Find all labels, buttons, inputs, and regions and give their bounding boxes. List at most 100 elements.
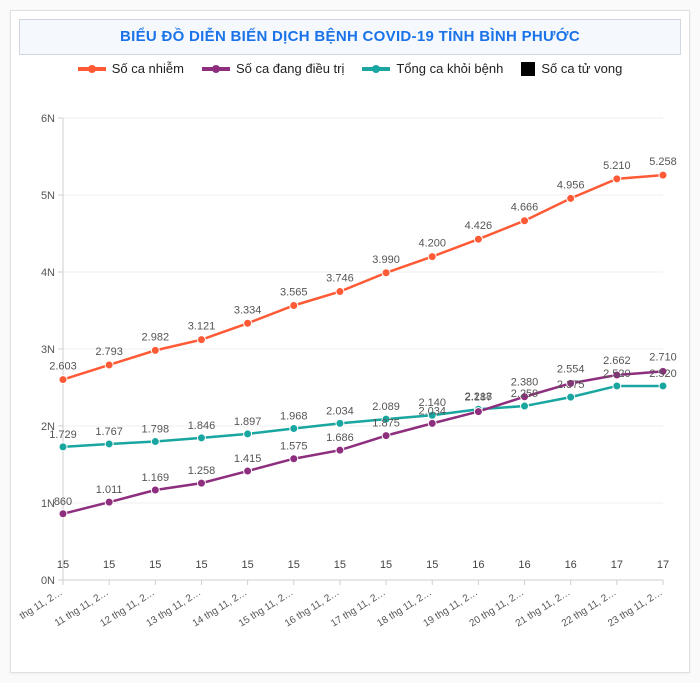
series-point-recovered — [197, 434, 205, 442]
point-label-recovered: 1.798 — [142, 424, 170, 436]
legend-label: Tổng ca khỏi bệnh — [396, 61, 503, 76]
series-point-infected — [244, 319, 252, 327]
deaths-value: 15 — [241, 559, 253, 571]
chart-svg: 0N1N2N3N4N5N6N15151515151515151516161617… — [19, 78, 681, 668]
deaths-value: 15 — [334, 559, 346, 571]
legend-item-deaths[interactable]: Số ca tử vong — [521, 61, 622, 76]
point-label-recovered: 1.897 — [234, 416, 262, 428]
chart-title: BIỂU ĐỒ DIỄN BIẾN DỊCH BỆNH COVID-19 TỈN… — [120, 28, 580, 45]
series-point-recovered — [244, 430, 252, 438]
point-label-treating: 1.169 — [142, 472, 170, 484]
point-label-recovered: 2.034 — [326, 405, 354, 417]
legend-label: Số ca đang điều trị — [236, 61, 344, 76]
deaths-value: 15 — [57, 559, 69, 571]
series-point-treating — [105, 498, 113, 506]
series-point-infected — [382, 269, 390, 277]
series-point-infected — [521, 217, 529, 225]
point-label-treating: 1.686 — [326, 432, 354, 444]
point-label-infected: 3.990 — [372, 254, 400, 266]
legend-swatch — [202, 67, 230, 71]
point-label-infected: 5.210 — [603, 160, 631, 172]
point-label-treating: 860 — [54, 496, 72, 508]
series-point-infected — [428, 253, 436, 261]
deaths-value: 17 — [611, 559, 623, 571]
series-point-treating — [474, 408, 482, 416]
deaths-value: 15 — [195, 559, 207, 571]
deaths-value: 15 — [426, 559, 438, 571]
point-label-recovered: 2.520 — [649, 368, 677, 380]
series-point-recovered — [290, 424, 298, 432]
series-point-treating — [59, 510, 67, 518]
series-point-infected — [474, 235, 482, 243]
series-point-recovered — [336, 419, 344, 427]
series-point-infected — [151, 346, 159, 354]
svg-text:6N: 6N — [41, 113, 55, 125]
point-label-recovered: 2.520 — [603, 368, 631, 380]
legend-item-treating[interactable]: Số ca đang điều trị — [202, 61, 344, 76]
deaths-value: 17 — [657, 559, 669, 571]
point-label-infected: 4.426 — [465, 220, 493, 232]
series-point-treating — [336, 446, 344, 454]
deaths-value: 15 — [288, 559, 300, 571]
point-label-infected: 2.793 — [95, 346, 123, 358]
legend-label: Số ca nhiễm — [112, 61, 184, 76]
point-label-treating: 1.258 — [188, 465, 216, 477]
series-point-infected — [197, 336, 205, 344]
legend-swatch — [78, 67, 106, 71]
point-label-infected: 3.565 — [280, 286, 308, 298]
legend-swatch — [362, 67, 390, 71]
point-label-recovered: 1.968 — [280, 410, 308, 422]
series-point-infected — [613, 175, 621, 183]
legend-label: Số ca tử vong — [541, 61, 622, 76]
point-label-infected: 3.746 — [326, 273, 354, 285]
point-label-recovered: 2.089 — [372, 401, 400, 413]
deaths-value: 15 — [103, 559, 115, 571]
series-point-infected — [105, 361, 113, 369]
series-point-infected — [336, 288, 344, 296]
deaths-value: 15 — [380, 559, 392, 571]
series-point-infected — [290, 301, 298, 309]
point-label-infected: 2.603 — [49, 361, 77, 373]
point-label-recovered: 1.729 — [49, 429, 77, 441]
series-point-recovered — [151, 438, 159, 446]
point-label-infected: 2.982 — [142, 331, 170, 343]
series-point-treating — [244, 467, 252, 475]
point-label-treating: 1.415 — [234, 453, 262, 465]
deaths-value: 16 — [565, 559, 577, 571]
point-label-treating: 2.710 — [649, 351, 677, 363]
point-label-infected: 3.334 — [234, 304, 262, 316]
series-point-recovered — [59, 443, 67, 451]
point-label-treating: 2.554 — [557, 363, 585, 375]
point-label-recovered: 2.259 — [511, 388, 539, 400]
series-point-recovered — [105, 440, 113, 448]
point-label-recovered: 1.846 — [188, 420, 216, 432]
point-label-infected: 4.200 — [418, 238, 446, 250]
point-label-infected: 4.666 — [511, 202, 539, 214]
series-point-treating — [382, 432, 390, 440]
point-label-infected: 4.956 — [557, 179, 585, 191]
legend-swatch — [521, 62, 535, 76]
series-point-treating — [428, 419, 436, 427]
chart-title-box: BIỂU ĐỒ DIỄN BIẾN DỊCH BỆNH COVID-19 TỈN… — [19, 19, 681, 55]
series-point-treating — [290, 455, 298, 463]
legend-item-recovered[interactable]: Tổng ca khỏi bệnh — [362, 61, 503, 76]
deaths-value: 15 — [149, 559, 161, 571]
series-point-infected — [567, 194, 575, 202]
chart-legend: Số ca nhiễm Số ca đang điều trị Tổng ca kh… — [19, 61, 681, 76]
series-point-recovered — [567, 393, 575, 401]
deaths-value: 16 — [518, 559, 530, 571]
svg-text:4N: 4N — [41, 267, 55, 279]
chart-card: BIỂU ĐỒ DIỄN BIẾN DỊCH BỆNH COVID-19 TỈN… — [10, 10, 690, 673]
legend-item-infected[interactable]: Số ca nhiễm — [78, 61, 184, 76]
point-label-infected: 3.121 — [188, 321, 216, 333]
point-label-treating: 1.011 — [96, 484, 123, 496]
series-point-recovered — [613, 382, 621, 390]
point-label-treating: 2.187 — [465, 392, 493, 404]
point-label-infected: 5.258 — [649, 156, 677, 168]
point-label-treating: 2.380 — [511, 377, 539, 389]
svg-text:0N: 0N — [41, 575, 55, 587]
point-label-treating: 1.875 — [372, 418, 400, 430]
series-point-recovered — [659, 382, 667, 390]
point-label-treating: 2.662 — [603, 355, 631, 367]
point-label-recovered: 1.767 — [95, 426, 123, 438]
